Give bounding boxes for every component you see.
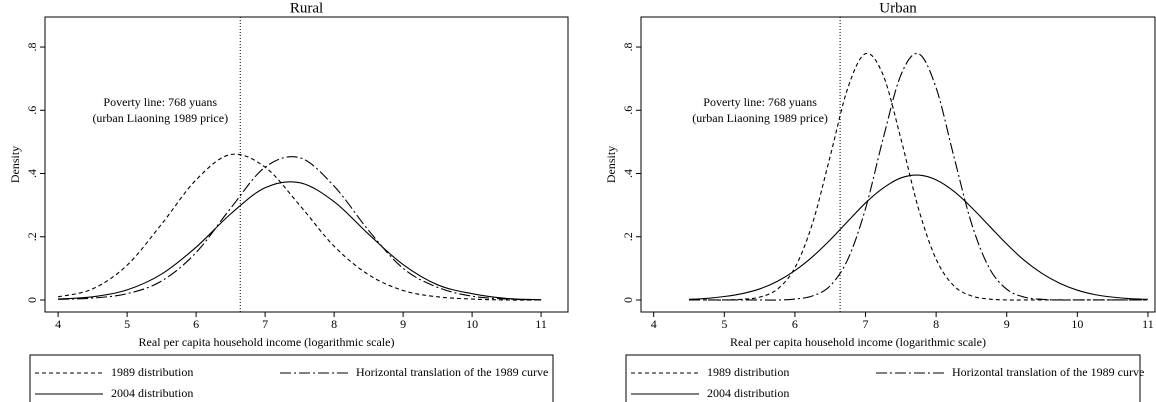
x-tick-label: 8 <box>933 317 939 331</box>
y-tick-label: 0 <box>25 297 39 303</box>
density-curve <box>58 181 542 301</box>
chart-title: Urban <box>879 0 917 16</box>
annotation: Poverty line: 768 yuans <box>103 95 217 109</box>
x-tick-label: 4 <box>651 317 657 331</box>
plot-frame <box>640 16 1156 313</box>
legend-box <box>29 354 554 402</box>
legend-label: 2004 distribution <box>707 386 789 400</box>
y-tick-label: .6 <box>25 106 39 115</box>
legend-label: 2004 distribution <box>111 386 193 400</box>
y-tick-label: .2 <box>25 232 39 241</box>
y-tick-label: .4 <box>621 169 635 178</box>
annotation: (urban Liaoning 1989 price) <box>692 111 828 125</box>
x-axis-title: Real per capita household income (logari… <box>730 335 986 349</box>
x-tick-label: 5 <box>721 317 727 331</box>
density-curve <box>57 153 542 301</box>
chart-title: Rural <box>290 0 323 16</box>
legend-label: 1989 distribution <box>707 365 789 379</box>
x-tick-label: 10 <box>1071 317 1083 331</box>
y-tick-label: .6 <box>621 106 635 115</box>
density-curve <box>688 174 1148 300</box>
x-tick-label: 11 <box>535 317 547 331</box>
x-tick-label: 6 <box>193 317 199 331</box>
plot-frame <box>44 16 569 313</box>
density-curve <box>689 52 1148 301</box>
annotation: Poverty line: 768 yuans <box>703 95 817 109</box>
density-curve <box>58 156 542 301</box>
legend-box <box>625 354 1141 402</box>
x-tick-label: 6 <box>792 317 798 331</box>
x-tick-label: 7 <box>262 317 268 331</box>
x-tick-label: 9 <box>1004 317 1010 331</box>
y-axis-title: Density <box>8 146 22 183</box>
x-tick-label: 10 <box>466 317 478 331</box>
x-tick-label: 11 <box>1142 317 1154 331</box>
legend-label: 1989 distribution <box>111 365 193 379</box>
density-curve <box>689 52 1148 301</box>
y-tick-label: .4 <box>25 169 39 178</box>
x-tick-label: 8 <box>331 317 337 331</box>
y-tick-label: .8 <box>25 43 39 52</box>
x-tick-label: 9 <box>400 317 406 331</box>
y-axis-title: Density <box>604 146 618 183</box>
x-axis-title: Real per capita household income (logari… <box>139 335 395 349</box>
y-tick-label: .2 <box>621 232 635 241</box>
legend-label: Horizontal translation of the 1989 curve <box>356 365 548 379</box>
x-tick-label: 4 <box>55 317 61 331</box>
legend-label: Horizontal translation of the 1989 curve <box>952 365 1144 379</box>
annotation: (urban Liaoning 1989 price) <box>92 111 228 125</box>
y-tick-label: 0 <box>621 297 635 303</box>
x-tick-label: 7 <box>863 317 869 331</box>
x-tick-label: 5 <box>124 317 130 331</box>
y-tick-label: .8 <box>621 43 635 52</box>
